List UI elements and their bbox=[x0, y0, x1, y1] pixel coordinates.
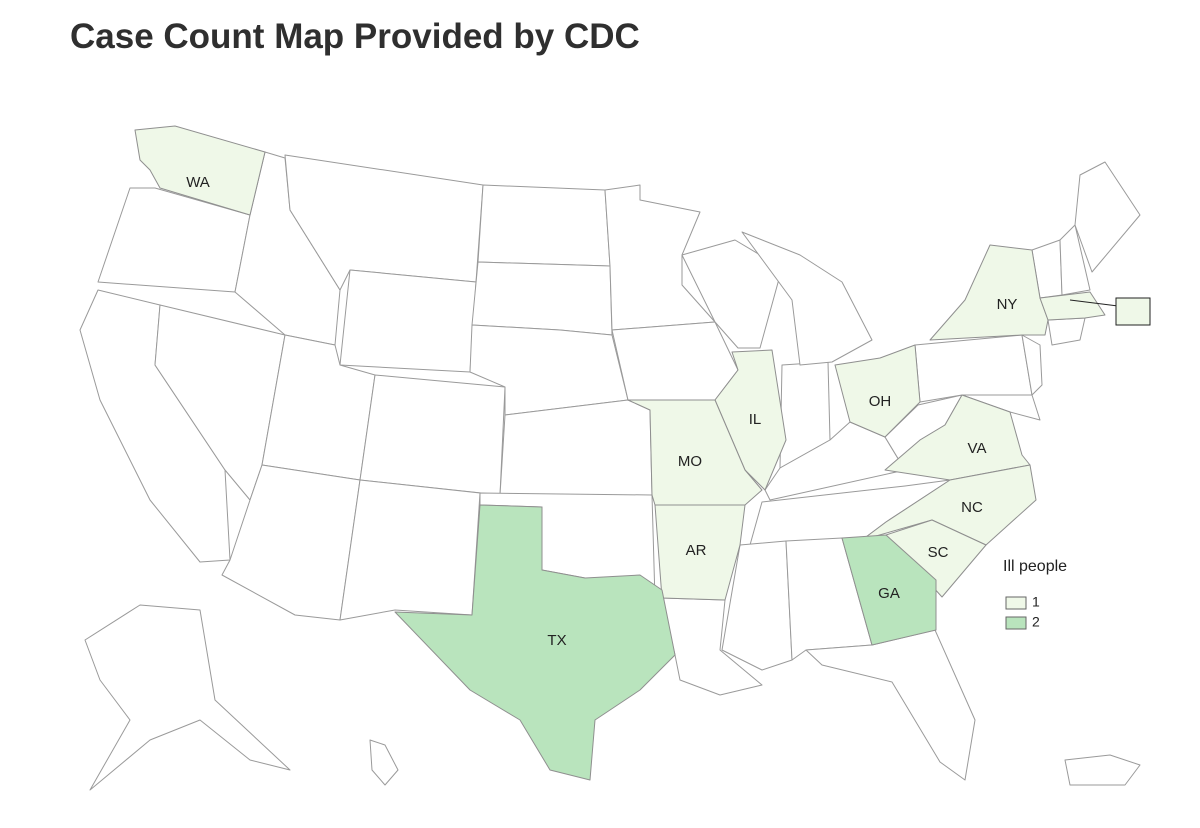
state bbox=[369, 739, 399, 786]
state bbox=[914, 334, 1033, 403]
state bbox=[97, 187, 251, 293]
state bbox=[359, 374, 506, 496]
state bbox=[499, 399, 653, 496]
state-shape bbox=[841, 534, 937, 646]
legend-title: Ill people bbox=[1003, 558, 1067, 575]
legend: Ill people 1 2 bbox=[1003, 558, 1067, 629]
state-shape bbox=[654, 504, 746, 601]
state bbox=[84, 604, 291, 791]
state bbox=[681, 239, 783, 349]
case-states: WANYMAILOHMOVANCARSCGATX bbox=[134, 125, 1144, 781]
state bbox=[1021, 334, 1043, 396]
state-label: MO bbox=[678, 453, 702, 470]
state bbox=[741, 231, 873, 366]
state bbox=[661, 597, 763, 696]
legend-swatch bbox=[1005, 616, 1027, 630]
state-shape bbox=[394, 504, 676, 781]
state bbox=[339, 269, 477, 373]
state bbox=[1064, 754, 1141, 786]
leader-line bbox=[1069, 299, 1119, 307]
state bbox=[471, 261, 613, 336]
state bbox=[721, 540, 793, 671]
state-label: OH bbox=[869, 393, 892, 410]
state bbox=[611, 321, 739, 401]
state bbox=[805, 629, 976, 781]
state bbox=[339, 479, 481, 621]
state-shape bbox=[929, 244, 1049, 341]
state-shape bbox=[834, 344, 921, 438]
legend-swatch bbox=[1005, 596, 1027, 610]
state-shape bbox=[134, 125, 266, 216]
legend-label: 1 bbox=[1032, 594, 1040, 610]
state-label: VA bbox=[968, 440, 987, 457]
state-label: SC bbox=[928, 544, 949, 561]
state-label: NC bbox=[961, 499, 983, 516]
state-label: NY bbox=[997, 296, 1018, 313]
state-label: GA bbox=[878, 585, 900, 602]
state-shape bbox=[1039, 291, 1106, 321]
state bbox=[1047, 317, 1086, 346]
map-title: Case Count Map Provided by CDC bbox=[70, 17, 640, 56]
state bbox=[1059, 224, 1091, 296]
legend-label: 2 bbox=[1032, 614, 1040, 630]
state bbox=[1074, 161, 1141, 273]
state-label: AR bbox=[686, 542, 707, 559]
state-label: WA bbox=[186, 174, 210, 191]
state-label: IL bbox=[749, 411, 762, 428]
state-shape bbox=[714, 349, 787, 491]
label-box bbox=[1115, 297, 1151, 326]
state bbox=[604, 184, 716, 331]
state-label: TX bbox=[547, 632, 566, 649]
state bbox=[477, 184, 611, 267]
